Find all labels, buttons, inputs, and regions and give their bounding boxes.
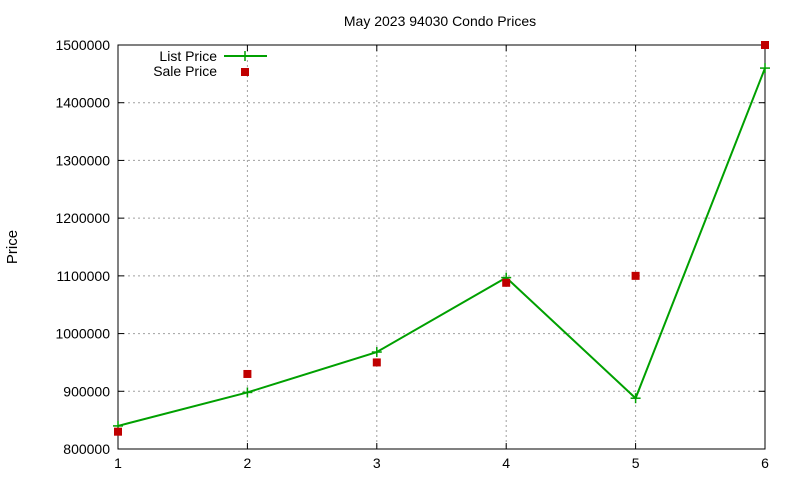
- list-price-point: [372, 347, 382, 357]
- y-tick-label: 900000: [63, 383, 110, 399]
- series-list-price: [113, 63, 770, 431]
- y-tick-label: 1400000: [55, 95, 110, 111]
- list-price-line: [118, 68, 765, 426]
- y-tick-label: 1100000: [57, 268, 111, 284]
- sale-price-point: [761, 41, 769, 49]
- y-tick-label: 1200000: [55, 210, 110, 226]
- chart-title: May 2023 94030 Condo Prices: [344, 13, 536, 29]
- y-axis-ticks: 800000 900000 1000000 1100000 1200000 1300000…: [55, 37, 765, 457]
- series-sale-price: [114, 41, 769, 436]
- sale-price-point: [502, 279, 510, 287]
- y-tick-label: 1000000: [55, 326, 110, 342]
- plot-frame: [118, 45, 765, 449]
- x-tick-label: 1: [114, 455, 122, 471]
- sale-price-point: [373, 358, 381, 366]
- legend-label-sale-price: Sale Price: [153, 63, 217, 79]
- grid: [118, 45, 765, 449]
- series: [113, 41, 770, 436]
- sale-price-point: [114, 428, 122, 436]
- y-tick-label: 800000: [63, 441, 110, 457]
- legend-marker-sale-price: [241, 68, 249, 76]
- x-tick-label: 5: [632, 455, 640, 471]
- x-axis-ticks: 1 2 3 4 5 6: [114, 45, 769, 471]
- x-tick-label: 6: [761, 455, 769, 471]
- list-price-point: [760, 63, 770, 73]
- legend-marker-list-price: [240, 51, 250, 61]
- x-tick-label: 3: [373, 455, 381, 471]
- y-tick-label: 1300000: [55, 152, 110, 168]
- x-tick-label: 4: [502, 455, 510, 471]
- y-tick-label: 1500000: [55, 37, 110, 53]
- legend-label-list-price: List Price: [159, 48, 217, 64]
- list-price-point: [242, 387, 252, 397]
- x-tick-label: 2: [244, 455, 252, 471]
- sale-price-point: [632, 272, 640, 280]
- sale-price-point: [243, 370, 251, 378]
- y-axis-label: Price: [4, 230, 21, 264]
